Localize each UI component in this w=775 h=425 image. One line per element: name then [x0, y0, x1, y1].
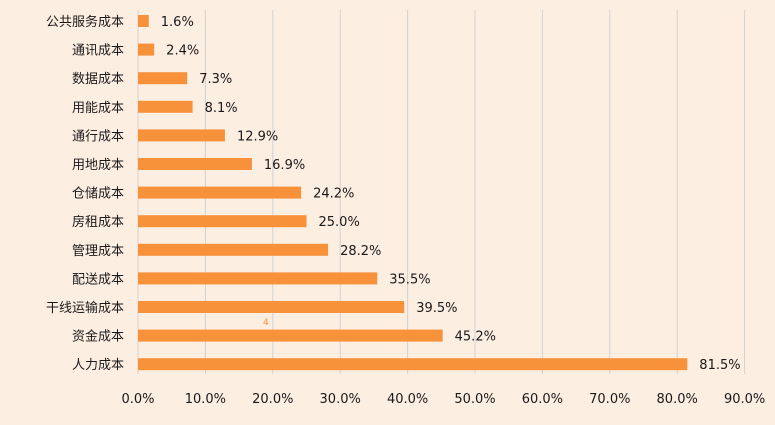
category-label: 通讯成本 [72, 44, 124, 59]
annotation-label: 4 [263, 318, 269, 328]
value-label: 16.9% [264, 158, 305, 173]
category-label: 干线运输成本 [46, 300, 124, 316]
category-label: 房租成本 [72, 214, 124, 230]
category-label: 用能成本 [72, 101, 124, 116]
bar [138, 186, 302, 199]
x-tick-label: 70.0% [589, 392, 630, 407]
category-label: 用地成本 [72, 158, 124, 173]
value-label: 8.1% [205, 101, 238, 116]
category-label: 管理成本 [72, 244, 124, 259]
value-label: 2.4% [166, 44, 199, 59]
value-label: 24.2% [313, 187, 354, 202]
bar [138, 43, 155, 56]
value-label: 1.6% [161, 15, 194, 30]
value-label: 39.5% [416, 301, 457, 316]
grid-lines [137, 10, 746, 374]
x-tick-label: 50.0% [454, 392, 495, 407]
bar [138, 100, 193, 113]
category-label: 仓储成本 [72, 187, 124, 202]
bar [138, 272, 378, 285]
x-tick-label: 30.0% [320, 392, 361, 407]
x-tick-label: 40.0% [387, 392, 428, 407]
bars [138, 15, 688, 371]
x-tick-label: 0.0% [121, 392, 154, 407]
value-label: 7.3% [199, 72, 232, 87]
x-axis-tick-labels: 0.0% 10.0% 20.0% 30.0% 40.0% 50.0% 60.0% 70.0% 8… [121, 392, 765, 407]
category-label: 公共服务成本 [46, 14, 124, 30]
bar [138, 329, 443, 342]
bar [138, 129, 225, 142]
bar [138, 243, 329, 256]
x-tick-label: 20.0% [252, 392, 293, 407]
category-label: 资金成本 [72, 329, 124, 345]
bar [138, 15, 149, 27]
category-label: 配送成本 [72, 272, 124, 287]
value-label: 81.5% [699, 358, 740, 373]
value-label: 25.0% [319, 215, 360, 230]
bar [138, 72, 188, 85]
category-label: 数据成本 [72, 72, 124, 87]
x-tick-label: 10.0% [185, 392, 226, 407]
x-tick-label: 90.0% [724, 392, 765, 407]
x-tick-label: 60.0% [522, 392, 563, 407]
bar [138, 358, 688, 371]
value-label: 28.2% [340, 244, 381, 259]
bar [138, 301, 405, 313]
value-label: 45.2% [455, 330, 496, 345]
bar [138, 215, 307, 228]
value-label: 35.5% [389, 272, 430, 287]
category-labels: 公共服务成本通讯成本数据成本用能成本通行成本用地成本仓储成本房租成本管理成本配送… [46, 14, 124, 373]
category-label: 通行成本 [72, 129, 124, 144]
value-label: 12.9% [237, 129, 278, 144]
category-label: 人力成本 [72, 358, 124, 373]
value-labels: 1.6% 2.4%7.3% 8.1% 12.9% 16.9% 24.2% 25.0% 28.2… [161, 15, 741, 373]
bar [138, 158, 252, 170]
x-tick-label: 80.0% [657, 392, 698, 407]
